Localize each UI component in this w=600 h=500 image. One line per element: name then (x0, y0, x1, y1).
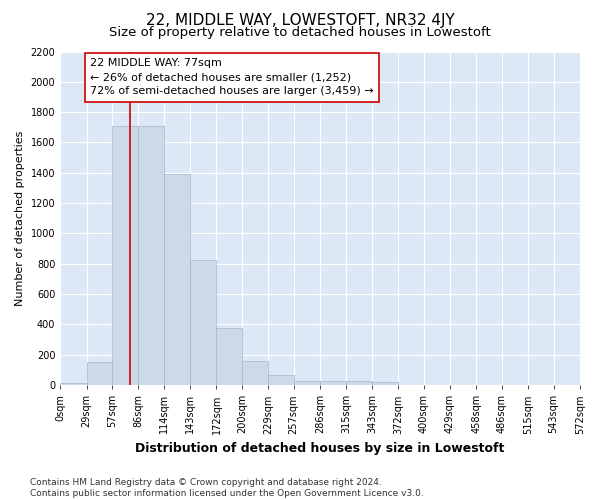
Bar (217, 328, 242, 385)
Bar (164, 174, 190, 385)
Bar (268, 376, 294, 385)
Text: Size of property relative to detached houses in Lowestoft: Size of property relative to detached ho… (109, 26, 491, 39)
Bar (346, 382, 372, 385)
Y-axis label: Number of detached properties: Number of detached properties (15, 130, 25, 306)
Bar (372, 382, 398, 385)
Text: 22 MIDDLE WAY: 77sqm
← 26% of detached houses are smaller (1,252)
72% of semi-de: 22 MIDDLE WAY: 77sqm ← 26% of detached h… (90, 58, 374, 96)
Bar (139, 126, 164, 385)
Bar (86, 362, 112, 385)
Text: Contains HM Land Registry data © Crown copyright and database right 2024.
Contai: Contains HM Land Registry data © Crown c… (30, 478, 424, 498)
X-axis label: Distribution of detached houses by size in Lowestoft: Distribution of detached houses by size … (136, 442, 505, 455)
Bar (242, 361, 268, 385)
Text: 22, MIDDLE WAY, LOWESTOFT, NR32 4JY: 22, MIDDLE WAY, LOWESTOFT, NR32 4JY (146, 12, 454, 28)
Bar (60, 383, 86, 385)
Bar (294, 380, 320, 385)
Bar (112, 126, 139, 385)
Bar (320, 382, 346, 385)
Bar (190, 260, 217, 385)
